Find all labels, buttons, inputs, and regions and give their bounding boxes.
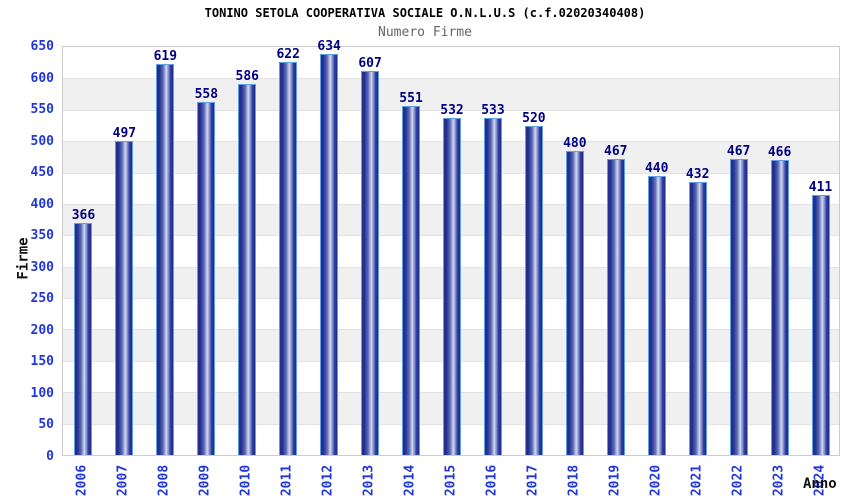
y-tick-label: 350 — [30, 228, 54, 244]
grid-band — [63, 78, 839, 110]
bar-value-label: 411 — [808, 180, 833, 195]
bar-2008 — [156, 64, 175, 455]
bar-value-label: 440 — [644, 161, 669, 176]
bar-2019 — [606, 159, 625, 455]
x-axis-title: Anno — [803, 476, 837, 492]
x-tick-label: 2022 — [730, 464, 746, 497]
bar-value-label: 634 — [317, 39, 341, 54]
bar-2022 — [729, 159, 748, 455]
bar-value-label: 467 — [604, 144, 628, 159]
x-tick-label: 2019 — [607, 464, 623, 497]
x-tick-label: 2016 — [484, 464, 500, 497]
bar-value-label: 558 — [194, 87, 219, 102]
x-tick-label: 2008 — [156, 464, 172, 497]
grid-band — [63, 47, 839, 79]
x-tick-label: 2009 — [197, 464, 213, 497]
y-tick-label: 650 — [30, 39, 54, 54]
x-tick-label: 2014 — [402, 464, 418, 497]
x-tick-label: 2020 — [648, 464, 664, 497]
bar-value-label: 480 — [563, 136, 587, 151]
y-tick-label: 100 — [30, 385, 54, 401]
x-tick-label: 2012 — [320, 464, 336, 497]
chart-subtitle: Numero Firme — [378, 25, 472, 40]
bar-2016 — [483, 118, 502, 455]
x-tick-label: 2007 — [115, 464, 131, 497]
bar-2021 — [688, 182, 707, 455]
x-tick-label: 2021 — [689, 464, 705, 497]
bar-value-label: 532 — [440, 103, 464, 118]
y-tick-label: 600 — [30, 70, 54, 86]
bar-value-label: 619 — [153, 49, 178, 64]
bar-2017 — [524, 126, 543, 455]
x-tick-label: 2015 — [443, 464, 459, 497]
x-tick-label: 2006 — [74, 464, 90, 497]
bar-value-label: 533 — [481, 103, 505, 118]
bar-value-label: 467 — [726, 144, 751, 159]
plot-area: 366 497 619 558 586 622 634 607 551 532 533 520 480 4… — [62, 39, 840, 456]
bar-2007 — [115, 141, 134, 455]
bar-2023 — [770, 160, 789, 455]
bar-value-label: 466 — [767, 145, 792, 160]
y-tick-label: 400 — [30, 196, 54, 212]
bar-2020 — [647, 176, 666, 455]
x-tick-label: 2013 — [361, 464, 377, 497]
y-tick-label: 0 — [46, 449, 54, 464]
bar-value-label: 607 — [358, 56, 382, 71]
bar-value-label: 586 — [235, 69, 259, 84]
bar-2015 — [443, 118, 461, 455]
bar-value-label: 432 — [685, 167, 710, 182]
x-tick-label: 2010 — [238, 464, 254, 497]
bar-value-label: 366 — [71, 208, 96, 223]
bar-2024 — [811, 195, 830, 455]
bar-value-label: 520 — [522, 111, 546, 126]
x-tick-label: 2017 — [525, 464, 541, 497]
y-tick-label: 500 — [30, 133, 54, 149]
y-tick-label: 200 — [30, 322, 54, 338]
y-tick-label: 50 — [38, 417, 54, 433]
bar-2018 — [565, 151, 584, 455]
x-tick-label: 2023 — [771, 464, 787, 497]
bar-value-label: 551 — [399, 91, 423, 106]
bar-2013 — [361, 71, 380, 455]
bar-2014 — [402, 106, 421, 455]
bar-2009 — [197, 102, 216, 455]
bar-2012 — [320, 54, 339, 455]
bar-value-label: 497 — [112, 126, 137, 141]
chart-title: TONINO SETOLA COOPERATIVA SOCIALE O.N.L.… — [204, 6, 646, 20]
x-tick-label: 2018 — [566, 464, 582, 497]
bar-2010 — [238, 84, 257, 455]
y-tick-label: 300 — [30, 259, 54, 275]
bar-2006 — [74, 223, 93, 455]
bar-2011 — [279, 62, 298, 455]
y-tick-label: 450 — [30, 165, 54, 181]
x-tick-label: 2011 — [279, 464, 295, 497]
y-tick-label: 150 — [30, 354, 54, 370]
y-tick-label: 250 — [30, 291, 54, 307]
y-tick-label: 550 — [30, 102, 54, 118]
bar-value-label: 622 — [276, 47, 300, 62]
